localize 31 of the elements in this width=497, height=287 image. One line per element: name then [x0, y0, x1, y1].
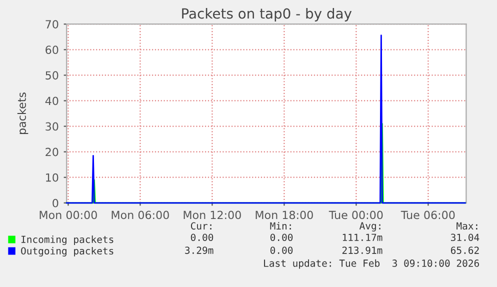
text: Last update: Tue Feb 3 09:10:00 2026: [264, 259, 479, 269]
y-tick-label: 70: [46, 20, 58, 28]
x-tick-label: Tue 00:00: [328, 210, 383, 220]
text: 31.04: [450, 234, 480, 242]
text: 0.00: [270, 246, 293, 254]
chart-title: Packets on tap0 - by day: [182, 8, 352, 22]
legend-label: Incoming packets: [21, 236, 114, 246]
text: Max:: [456, 222, 478, 230]
text: 3.29m: [185, 246, 214, 254]
text: Min:: [270, 222, 291, 230]
text: 0.00: [190, 234, 214, 242]
y-tick-label: 30: [46, 122, 58, 131]
legend-label: Outgoing packets: [21, 247, 114, 256]
x-tick-label: Mon 12:00: [184, 210, 241, 220]
x-tick-label: Mon 00:00: [40, 210, 97, 220]
y-tick-label: 50: [46, 71, 58, 80]
text: 111.17m: [342, 234, 382, 241]
x-tick-label: Mon 06:00: [112, 210, 169, 220]
text: Cur:: [190, 222, 212, 230]
y-tick-label: 20: [46, 148, 58, 156]
text: 65.62: [450, 246, 479, 254]
y-axis-title: packets: [17, 92, 28, 134]
text: 213.91m: [342, 246, 382, 254]
text: Avg:: [359, 222, 380, 232]
y-tick-label: 0: [52, 198, 58, 208]
x-tick-label: Tue 06:00: [400, 210, 455, 220]
y-tick-label: 40: [45, 96, 58, 106]
y-tick-label: 60: [46, 46, 58, 54]
y-tick-label: 10: [46, 173, 58, 182]
text: 0.00: [270, 234, 293, 242]
x-tick-label: Mon 18:00: [256, 210, 313, 220]
